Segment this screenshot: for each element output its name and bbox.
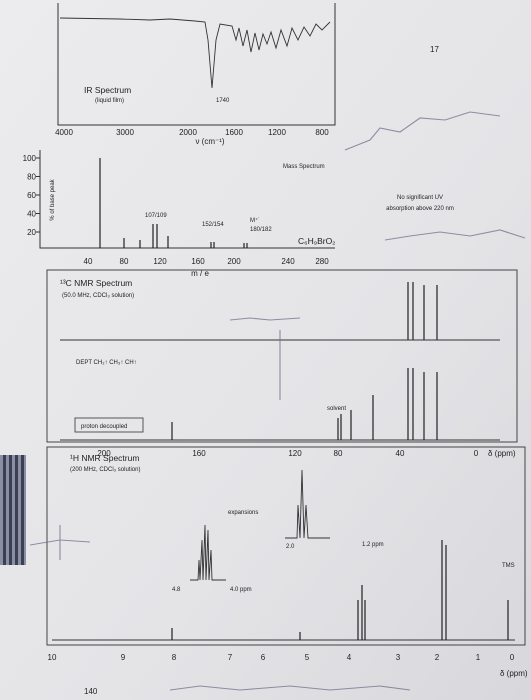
x-tick-label: 0 bbox=[474, 449, 479, 458]
inset2-trace bbox=[285, 469, 330, 539]
mass-axes bbox=[39, 150, 335, 249]
uv-note: No significant UV bbox=[397, 195, 443, 201]
handwriting bbox=[344, 111, 501, 151]
uv-note: absorption above 220 nm bbox=[386, 206, 454, 212]
h1-x-label: δ (ppm) bbox=[500, 669, 528, 678]
mass-x-label: m / e bbox=[191, 269, 209, 278]
inset-tick: 1.2 ppm bbox=[362, 542, 384, 548]
decoupled-label: proton decoupled bbox=[81, 424, 127, 430]
background-fabric bbox=[0, 455, 26, 565]
inset-tick: 4.8 bbox=[172, 587, 181, 593]
x-tick-label: 9 bbox=[121, 653, 126, 662]
handwriting bbox=[384, 229, 526, 241]
ir-subtitle: (liquid film) bbox=[95, 98, 124, 104]
mass-title: Mass Spectrum bbox=[283, 164, 325, 170]
ir-spectrum: IR Spectrum (liquid film) 1740 ν (cm⁻¹) bbox=[57, 3, 336, 146]
peak-label: 180/182 bbox=[250, 227, 272, 233]
x-tick-label: 1 bbox=[476, 653, 481, 662]
x-tick-label: 80 bbox=[334, 449, 343, 458]
peak-label: M⁺˙ bbox=[250, 217, 260, 224]
x-tick-label: 10 bbox=[48, 653, 57, 662]
mass-y-label: % of base peak bbox=[50, 178, 56, 220]
x-tick-label: 280 bbox=[315, 257, 329, 266]
x-tick-label: 3000 bbox=[116, 128, 134, 137]
x-tick-label: 4 bbox=[347, 653, 352, 662]
y-tick-label: 40 bbox=[27, 210, 36, 219]
x-tick-label: 5 bbox=[305, 653, 310, 662]
handwriting bbox=[169, 685, 411, 691]
solvent-label: solvent bbox=[327, 406, 346, 412]
c13-subtitle: (50.0 MHz, CDCl₃ solution) bbox=[62, 293, 134, 299]
c13-title: ¹³C NMR Spectrum bbox=[60, 278, 132, 288]
dept-label: DEPT CH₂↑ CH₃↑ CH↑ bbox=[76, 360, 137, 366]
x-tick-label: 800 bbox=[315, 128, 329, 137]
x-tick-label: 6 bbox=[261, 653, 266, 662]
y-tick-label: 60 bbox=[27, 191, 36, 200]
expansions-label: expansions bbox=[228, 510, 258, 516]
x-tick-label: 160 bbox=[192, 449, 206, 458]
x-tick-label: 7 bbox=[228, 653, 233, 662]
y-tick-label: 20 bbox=[27, 228, 36, 237]
ir-x-label: ν (cm⁻¹) bbox=[195, 137, 224, 146]
x-tick-label: 4000 bbox=[55, 128, 73, 137]
inset-tick: 2.0 bbox=[286, 544, 295, 550]
x-tick-label: 8 bbox=[172, 653, 177, 662]
x-tick-label: 200 bbox=[97, 449, 111, 458]
handwriting bbox=[229, 317, 301, 400]
x-tick-label: 3 bbox=[396, 653, 401, 662]
h1-title: ¹H NMR Spectrum bbox=[70, 453, 139, 463]
ir-trace bbox=[59, 17, 331, 89]
x-tick-label: 160 bbox=[191, 257, 205, 266]
y-tick-label: 100 bbox=[23, 154, 37, 163]
mass-spectrum: % of base peak Mass Spectrum m / e C₆H₉B… bbox=[39, 150, 336, 278]
x-tick-label: 2 bbox=[435, 653, 440, 662]
x-tick-label: 240 bbox=[281, 257, 295, 266]
formula: C₆H₉BrO₂ bbox=[298, 236, 336, 246]
tms-label: TMS bbox=[502, 563, 515, 569]
ir-frame bbox=[57, 3, 336, 126]
x-tick-label: 1600 bbox=[225, 128, 243, 137]
y-tick-label: 80 bbox=[27, 173, 36, 182]
page-number: 17 bbox=[430, 45, 439, 54]
peak-label: 107/109 bbox=[145, 213, 167, 219]
c13-x-label: δ (ppm) bbox=[488, 449, 516, 458]
x-tick-label: 120 bbox=[153, 257, 167, 266]
x-tick-label: 1200 bbox=[268, 128, 286, 137]
handwriting bbox=[29, 525, 91, 560]
x-tick-label: 200 bbox=[227, 257, 241, 266]
h1-frame bbox=[46, 446, 526, 646]
ir-title: IR Spectrum bbox=[84, 85, 131, 95]
h1-spectrum: ¹H NMR Spectrum (200 MHz, CDCl₃ solution… bbox=[46, 446, 528, 678]
inset1-trace bbox=[190, 524, 226, 581]
x-tick-label: 80 bbox=[120, 257, 129, 266]
x-tick-label: 0 bbox=[510, 653, 515, 662]
x-tick-label: 40 bbox=[396, 449, 405, 458]
footer-label: 140 bbox=[84, 687, 98, 696]
inset-tick: 4.0 ppm bbox=[230, 587, 252, 593]
c13-frame bbox=[46, 269, 518, 443]
decoupled-box bbox=[74, 417, 144, 433]
x-tick-label: 2000 bbox=[179, 128, 197, 137]
ir-peak-label: 1740 bbox=[216, 98, 230, 104]
x-tick-label: 120 bbox=[288, 449, 302, 458]
peak-label: 152/154 bbox=[202, 222, 224, 228]
x-tick-label: 40 bbox=[84, 257, 93, 266]
h1-subtitle: (200 MHz, CDCl₃ solution) bbox=[70, 467, 140, 473]
